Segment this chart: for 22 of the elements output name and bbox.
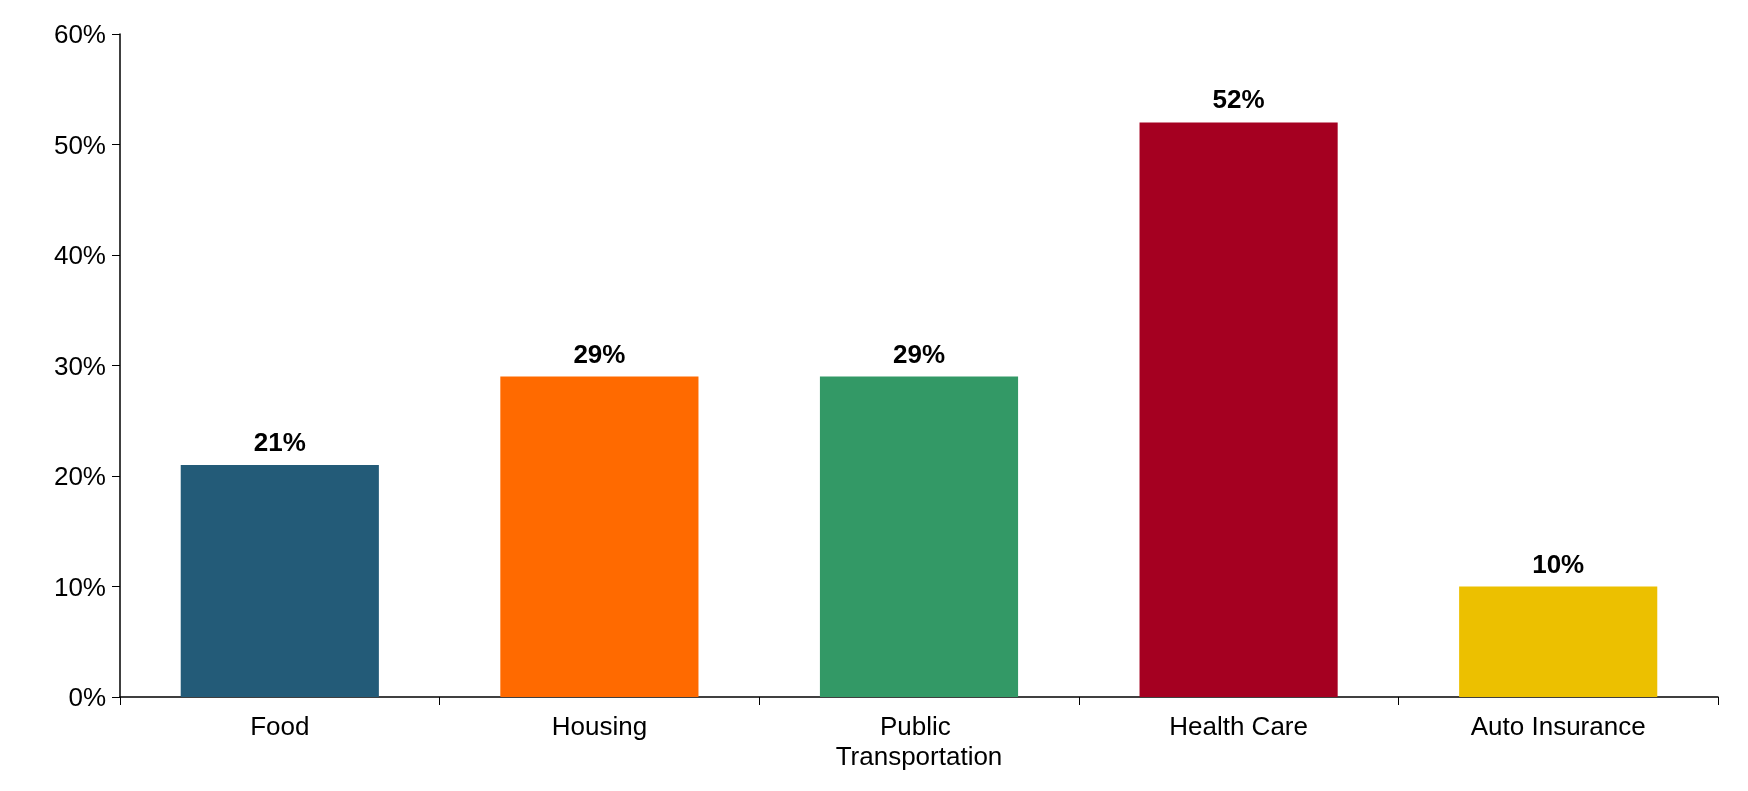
x-tick-label: Health Care: [1169, 711, 1308, 741]
y-tick-label: 20%: [53, 461, 106, 491]
data-label: 52%: [1212, 84, 1265, 115]
y-tick-label: 10%: [53, 571, 106, 602]
data-label: 29%: [892, 338, 946, 369]
bar: [1459, 586, 1658, 697]
data-label: 10%: [1532, 548, 1585, 579]
bar: [500, 376, 699, 697]
x-tick-label: Public Transportation: [835, 711, 1003, 771]
y-tick-label: 30%: [53, 350, 106, 381]
x-tick-label: Food: [250, 711, 310, 741]
x-tick-label: Housing: [551, 711, 648, 741]
bar: [180, 464, 379, 697]
data-label: 21%: [253, 426, 306, 457]
x-tick-label: Auto Insurance: [1470, 711, 1646, 741]
y-tick-label: 50%: [53, 129, 106, 160]
y-tick-label: 0%: [68, 682, 106, 712]
data-label: 29%: [573, 338, 626, 369]
bar: [1139, 122, 1338, 697]
y-tick-label: 60%: [53, 19, 106, 49]
bar: [819, 376, 1019, 697]
y-tick-label: 40%: [53, 240, 106, 270]
